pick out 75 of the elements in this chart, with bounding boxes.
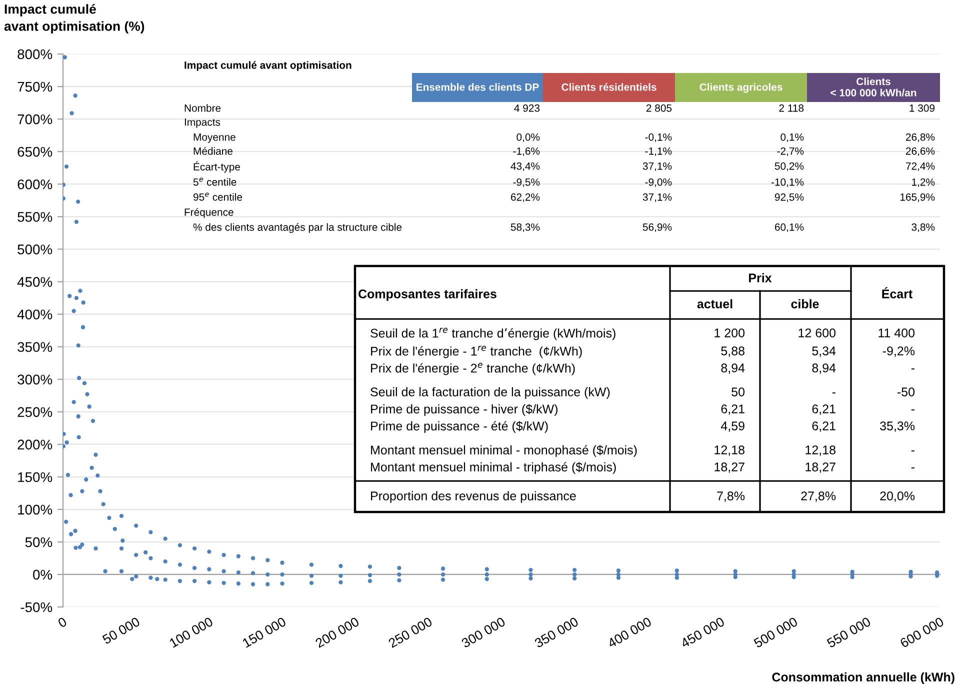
annotation: 0,0%: [516, 133, 540, 142]
annotation: Clients résidentiels: [562, 83, 656, 91]
y-tick-label: 700%: [18, 114, 52, 124]
annotation: 165,9%: [900, 193, 935, 202]
annotation: Ensemble des clients DP: [416, 83, 539, 91]
annotation: 56,9%: [642, 223, 672, 232]
annotation: Écart-type: [194, 161, 240, 173]
y-tick-label: 300%: [18, 374, 52, 384]
y-tick-label: 650%: [18, 146, 52, 157]
x-tick-label: 500 000: [753, 616, 798, 648]
annotation: 26,6%: [906, 147, 935, 156]
y-tick-label: 250%: [18, 407, 52, 417]
annotation: 1,2%: [912, 178, 935, 188]
annotation: 37,1%: [642, 162, 672, 172]
annotation: 60,1%: [774, 223, 804, 232]
annotation: Médiane: [194, 147, 232, 155]
y-tick-label: 450%: [17, 277, 52, 287]
x-tick-label: 50 000: [102, 616, 140, 644]
y-axis-title: Impact cumulé avant optimisation (%): [4, 4, 144, 34]
annotation: 58,3%: [510, 223, 540, 232]
y-tick-label: 0%: [33, 570, 52, 580]
y-tick-label: 800%: [18, 49, 52, 60]
annotation: Impact cumulé avant optimisation: [184, 61, 352, 71]
y-tick-label: 350%: [18, 342, 52, 352]
y-tick-label: 750%: [18, 82, 52, 92]
annotation: 1 309: [910, 104, 935, 112]
x-tick-label: 100 000: [168, 616, 214, 648]
annotation: 0,1%: [780, 133, 804, 142]
annotation: Nombre: [184, 104, 221, 112]
y-tick-label: 50%: [25, 537, 52, 548]
annotation: 3,8%: [912, 223, 935, 232]
x-tick-label: 550 000: [826, 616, 872, 648]
annotation: 43,4%: [510, 162, 540, 172]
annotation: 92,5%: [774, 193, 804, 202]
x-tick-label: 150 000: [242, 616, 287, 648]
annotation: % des clients avantagés par la structure cible: [193, 223, 402, 233]
annotation: Impacts: [184, 118, 220, 128]
annotation: Moyenne: [194, 134, 236, 143]
annotation: 26,8%: [906, 133, 935, 142]
annotation: 62,2%: [510, 193, 540, 202]
y-tick-label: 600%: [18, 179, 52, 190]
annotation: -2,7%: [777, 147, 804, 156]
annotation: -9,5%: [513, 178, 540, 188]
y-tick-label: 400%: [17, 310, 52, 320]
annotation: -1,1%: [645, 147, 672, 156]
y-tick-label: 100%: [18, 504, 52, 515]
annotation: 2 118: [779, 104, 804, 112]
annotation: 2 805: [646, 104, 672, 112]
annotation: 37,1%: [642, 193, 672, 202]
annotation: -9,0%: [645, 178, 672, 188]
x-tick-label: 250 000: [388, 616, 433, 648]
annotation: 72,4%: [906, 162, 935, 172]
annotation: Clients < 100 000 kWh/an: [830, 78, 916, 97]
y-tick-label: 200%: [18, 440, 52, 450]
annotation: 4 923: [514, 104, 540, 112]
annotation: 95$^{e}$ centile: [193, 192, 242, 201]
annotation: Fréquence: [184, 208, 234, 218]
x-tick-label: 600 000: [899, 616, 944, 648]
annotation: Clients agricoles: [700, 83, 782, 93]
y-tick-label: 150%: [18, 472, 52, 482]
y-tick-label: 500%: [18, 244, 52, 254]
x-tick-label: 400 000: [606, 616, 652, 648]
x-tick-label: 350 000: [534, 616, 579, 648]
x-tick-label: 450 000: [680, 616, 726, 648]
x-tick-label: 200 000: [314, 616, 360, 648]
y-tick-label: -50%: [20, 602, 52, 612]
x-tick-label: 300 000: [460, 616, 506, 648]
annotation: -0,1%: [645, 133, 672, 142]
annotation: -10,1%: [771, 178, 804, 188]
annotation: 50,2%: [774, 162, 804, 172]
annotation: 5$^{e}$ centile: [193, 178, 236, 186]
x-axis-title: Consommation annuelle (kWh): [772, 672, 954, 684]
y-tick-label: 550%: [18, 212, 52, 222]
annotation: -1,6%: [513, 147, 540, 156]
x-tick-label: 0: [57, 616, 68, 628]
